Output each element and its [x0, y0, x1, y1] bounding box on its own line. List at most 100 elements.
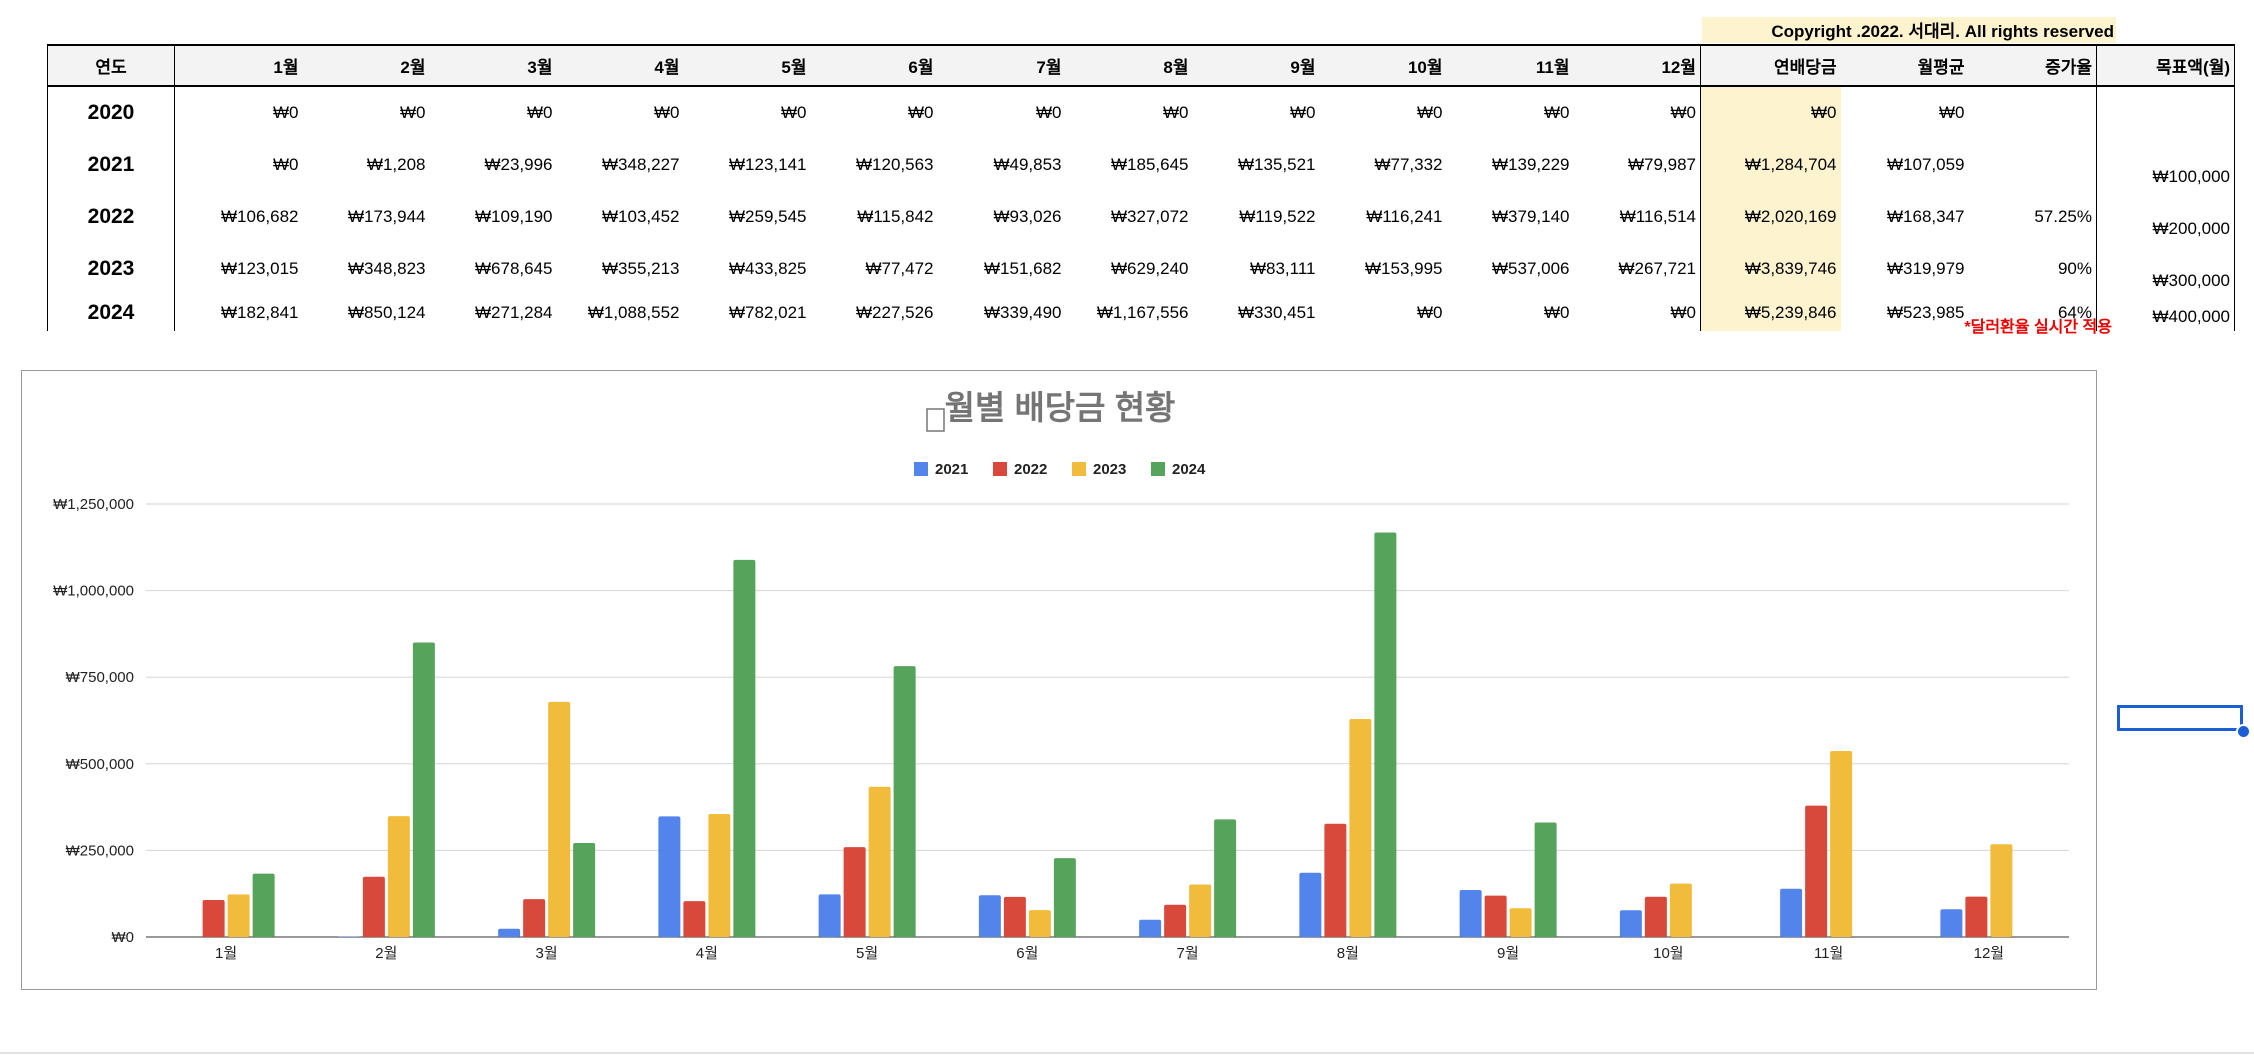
monthly-average-cell[interactable]: ₩0 [1939, 103, 1965, 122]
month-cell[interactable]: ₩49,853 [993, 155, 1062, 174]
month-cell[interactable]: ₩79,987 [1627, 155, 1696, 174]
month-cell[interactable]: ₩77,332 [1374, 155, 1443, 174]
month-cell[interactable]: ₩0 [1670, 103, 1697, 122]
year-cell[interactable]: 2021 [47, 139, 175, 191]
month-cell[interactable]: ₩537,006 [1492, 259, 1570, 278]
target-cell[interactable]: ₩200,000 [2096, 191, 2235, 243]
header-cell[interactable]: 11월 [1446, 44, 1574, 87]
month-cell[interactable]: ₩115,842 [857, 207, 934, 226]
month-cell[interactable]: ₩678,645 [475, 259, 553, 278]
monthly-dividend-chart[interactable]: 월별 배당금 현황 2021 2022 2023 2024 ₩0 ₩250,000 ₩500,… [21, 370, 2097, 990]
month-cell[interactable]: ₩103,452 [602, 207, 680, 226]
header-cell[interactable]: 3월 [429, 44, 557, 87]
month-cell[interactable]: ₩379,140 [1492, 207, 1570, 226]
header-cell[interactable]: 증가율 [1968, 44, 2097, 87]
header-cell[interactable]: 5월 [683, 44, 811, 87]
annual-total-cell[interactable]: ₩2,020,169 [1700, 191, 1841, 243]
month-cell[interactable]: ₩0 [1417, 103, 1443, 122]
month-cell[interactable]: ₩0 [400, 103, 426, 122]
header-cell[interactable]: 월평균 [1840, 44, 1969, 87]
header-cell[interactable]: 목표액(월) [2096, 44, 2235, 87]
month-cell[interactable]: ₩116,241 [1366, 207, 1443, 226]
header-cell[interactable]: 8월 [1065, 44, 1193, 87]
target-cell[interactable]: ₩400,000 [2096, 295, 2235, 331]
growth-rate-cell[interactable] [1969, 139, 2097, 191]
monthly-average-cell[interactable]: ₩523,985 [1887, 303, 1965, 322]
year-cell[interactable]: 2023 [47, 243, 175, 295]
header-cell[interactable]: 연배당금 [1700, 44, 1841, 87]
month-cell[interactable]: ₩267,721 [1618, 259, 1697, 278]
month-cell[interactable]: ₩227,526 [856, 303, 934, 322]
month-cell[interactable]: ₩0 [273, 155, 299, 174]
month-cell[interactable]: ₩0 [654, 103, 680, 122]
header-cell[interactable]: 7월 [937, 44, 1066, 87]
month-cell[interactable]: ₩433,825 [729, 259, 807, 278]
header-cell[interactable]: 4월 [556, 44, 684, 87]
month-cell[interactable]: ₩0 [1290, 103, 1316, 122]
month-cell[interactable]: ₩185,645 [1111, 155, 1189, 174]
month-cell[interactable]: ₩0 [1670, 303, 1697, 322]
annual-total-cell[interactable]: ₩0 [1700, 86, 1841, 139]
month-cell[interactable]: ₩782,021 [729, 303, 807, 322]
annual-total-cell[interactable]: ₩3,839,746 [1700, 243, 1841, 295]
month-cell[interactable]: ₩0 [781, 103, 807, 122]
month-cell[interactable]: ₩116,514 [1619, 207, 1696, 226]
month-cell[interactable]: ₩850,124 [348, 303, 426, 322]
month-cell[interactable]: ₩339,490 [984, 303, 1062, 322]
header-cell[interactable]: 10월 [1319, 44, 1447, 87]
month-cell[interactable]: ₩109,190 [475, 207, 553, 226]
growth-rate-cell[interactable]: 57.25% [2034, 207, 2092, 226]
year-cell[interactable]: 2024 [47, 295, 175, 331]
target-cell[interactable] [2096, 86, 2235, 139]
month-cell[interactable]: ₩1,167,556 [1096, 303, 1189, 322]
month-cell[interactable]: ₩355,213 [602, 259, 680, 278]
header-cell[interactable]: 12월 [1573, 44, 1701, 87]
annual-total-cell[interactable]: ₩1,284,704 [1700, 139, 1841, 191]
month-cell[interactable]: ₩0 [527, 103, 553, 122]
month-cell[interactable]: ₩259,545 [729, 207, 807, 226]
header-cell[interactable]: 연도 [47, 44, 175, 87]
month-cell[interactable]: ₩629,240 [1111, 259, 1189, 278]
month-cell[interactable]: ₩139,229 [1492, 155, 1570, 174]
month-cell[interactable]: ₩83,111 [1249, 259, 1316, 278]
header-cell[interactable]: 1월 [174, 44, 303, 87]
target-cell[interactable]: ₩300,000 [2096, 243, 2235, 295]
annual-total-cell[interactable]: ₩5,239,846 [1700, 295, 1841, 331]
month-cell[interactable]: ₩0 [908, 103, 934, 122]
year-cell[interactable]: 2022 [47, 191, 175, 243]
month-cell[interactable]: ₩271,284 [475, 303, 553, 322]
month-cell[interactable]: ₩348,823 [348, 259, 426, 278]
growth-rate-cell[interactable]: 90% [2057, 259, 2092, 278]
month-cell[interactable]: ₩0 [1036, 103, 1062, 122]
month-cell[interactable]: ₩106,682 [221, 207, 299, 226]
month-cell[interactable]: ₩0 [1544, 303, 1570, 322]
month-cell[interactable]: ₩119,522 [1239, 207, 1316, 226]
month-cell[interactable]: ₩0 [1417, 303, 1443, 322]
month-cell[interactable]: ₩173,944 [348, 207, 426, 226]
selected-cell[interactable] [2117, 705, 2243, 731]
month-cell[interactable]: ₩77,472 [865, 259, 934, 278]
month-cell[interactable]: ₩23,996 [484, 155, 553, 174]
target-cell[interactable]: ₩100,000 [2096, 139, 2235, 191]
month-cell[interactable]: ₩0 [273, 103, 299, 122]
month-cell[interactable]: ₩0 [1544, 103, 1570, 122]
month-cell[interactable]: ₩123,141 [729, 155, 807, 174]
header-cell[interactable]: 6월 [810, 44, 938, 87]
header-cell[interactable]: 9월 [1192, 44, 1320, 87]
month-cell[interactable]: ₩123,015 [221, 259, 299, 278]
month-cell[interactable]: ₩348,227 [602, 155, 680, 174]
month-cell[interactable]: ₩153,995 [1365, 259, 1443, 278]
month-cell[interactable]: ₩1,088,552 [587, 303, 680, 322]
month-cell[interactable]: ₩182,841 [221, 303, 299, 322]
year-cell[interactable]: 2020 [47, 86, 175, 139]
month-cell[interactable]: ₩330,451 [1238, 303, 1316, 322]
monthly-average-cell[interactable]: ₩168,347 [1887, 207, 1965, 226]
monthly-average-cell[interactable]: ₩107,059 [1887, 155, 1965, 174]
month-cell[interactable]: ₩120,563 [856, 155, 934, 174]
month-cell[interactable]: ₩1,208 [366, 155, 426, 174]
month-cell[interactable]: ₩135,521 [1238, 155, 1316, 174]
month-cell[interactable]: ₩327,072 [1111, 207, 1189, 226]
monthly-average-cell[interactable]: ₩319,979 [1887, 259, 1965, 278]
month-cell[interactable]: ₩0 [1163, 103, 1189, 122]
growth-rate-cell[interactable] [1969, 86, 2097, 139]
